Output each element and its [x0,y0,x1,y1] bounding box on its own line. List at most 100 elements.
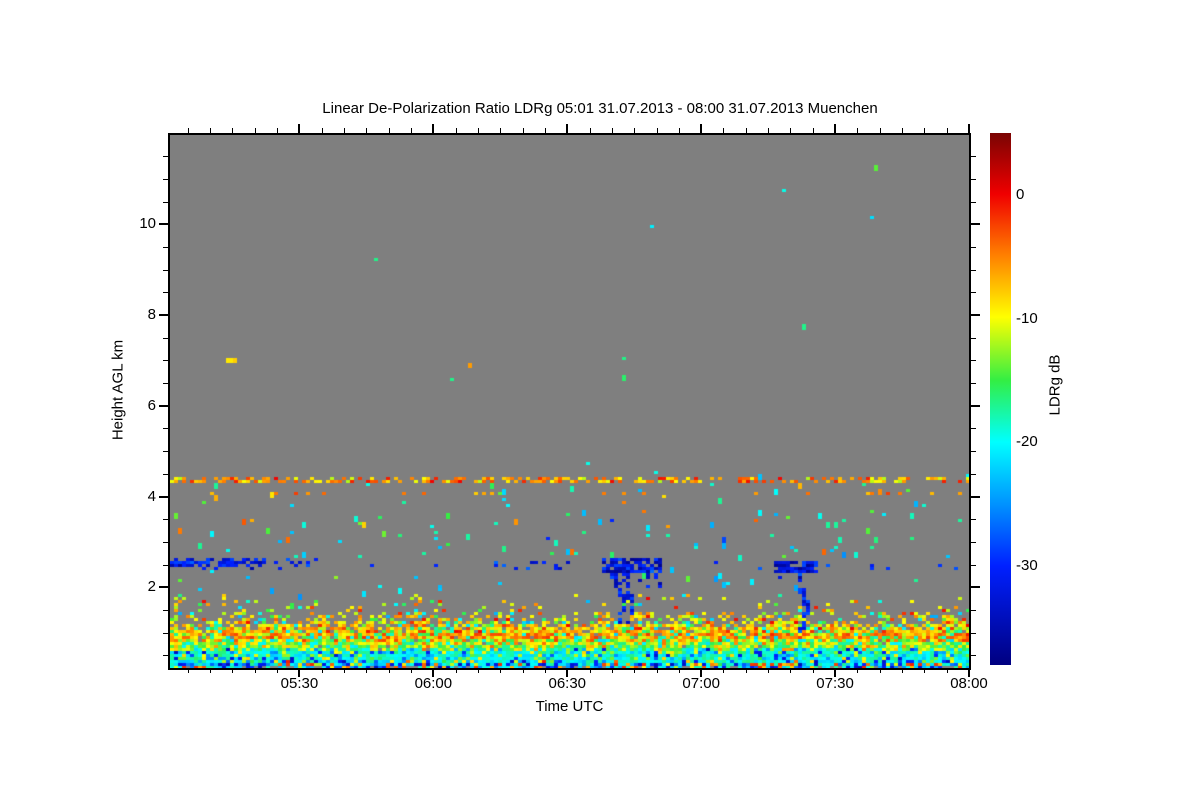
axis-tick [857,668,859,673]
x-tick-label: 07:30 [816,675,854,692]
axis-tick [634,128,636,133]
axis-tick [812,128,814,133]
axis-tick [971,495,980,498]
axis-tick [455,668,457,673]
axis-tick [946,668,948,673]
axis-tick [768,128,770,133]
y-tick-label: 8 [147,306,156,324]
axis-tick [971,473,976,475]
axis-tick [768,668,770,673]
axis-tick [477,668,479,673]
axis-tick [971,541,976,543]
axis-tick [163,609,168,611]
axis-tick [163,337,168,339]
axis-tick [971,292,976,294]
plot-frame [168,133,971,670]
axis-tick [812,668,814,673]
axis-tick [790,128,792,133]
axis-tick [163,428,168,430]
axis-tick [163,292,168,294]
axis-tick [656,128,658,133]
axis-tick [971,314,980,317]
axis-tick [971,609,976,611]
axis-tick [163,655,168,657]
axis-tick [968,668,970,677]
axis-tick [163,519,168,521]
axis-tick [163,269,168,271]
x-axis-label: Time UTC [535,698,604,715]
axis-tick [388,128,390,133]
axis-tick [723,668,725,673]
axis-tick [163,201,168,203]
x-tick-label: 05:30 [280,675,319,692]
axis-tick [163,541,168,543]
axis-tick [298,124,301,133]
colorbar-title: LDRg dB [1046,354,1064,416]
axis-tick [187,668,189,673]
axis-tick [163,383,168,385]
axis-tick [159,495,168,498]
axis-tick [971,269,976,271]
axis-tick [745,668,747,673]
axis-tick [366,128,368,133]
axis-tick [745,128,747,133]
colorbar-tick-label: 0 [1016,185,1025,203]
axis-tick [834,124,837,133]
axis-tick [163,473,168,475]
axis-tick [971,564,976,566]
axis-tick [321,128,323,133]
colorbar-tick-label: -20 [1016,433,1038,451]
axis-tick [187,128,189,133]
y-tick-label: 6 [147,396,156,414]
axis-tick [500,668,502,673]
axis-tick [298,668,301,677]
axis-tick [163,451,168,453]
axis-tick [700,124,703,133]
axis-tick [163,564,168,566]
axis-tick [277,128,279,133]
axis-tick [411,668,413,673]
axis-tick [163,360,168,362]
axis-tick [159,314,168,317]
axis-tick [589,668,591,673]
axis-tick [455,128,457,133]
axis-tick [544,128,546,133]
axis-tick [656,668,658,673]
axis-tick [971,337,976,339]
y-tick-label: 10 [139,215,156,233]
axis-tick [210,668,212,673]
axis-tick [678,128,680,133]
axis-tick [388,668,390,673]
axis-tick [344,128,346,133]
axis-tick [678,668,680,673]
x-tick-label: 06:30 [548,675,587,692]
axis-tick [500,128,502,133]
axis-tick [163,247,168,249]
colorbar [990,133,1011,665]
axis-tick [790,668,792,673]
colorbar-tick-label: -30 [1016,557,1038,575]
axis-tick [924,668,926,673]
axis-tick [321,668,323,673]
axis-tick [971,404,980,407]
axis-tick [477,128,479,133]
axis-tick [971,655,976,657]
axis-tick [432,668,435,677]
axis-tick [857,128,859,133]
colorbar-tick-label: -10 [1016,309,1038,327]
axis-tick [971,247,976,249]
colorbar-gradient [990,133,1011,665]
y-axis-label: Height AGL km [109,339,127,441]
axis-tick [522,128,524,133]
axis-tick [723,128,725,133]
axis-tick [902,668,904,673]
axis-tick [971,428,976,430]
axis-tick [589,128,591,133]
axis-tick [159,404,168,407]
axis-tick [566,124,569,133]
axis-tick [411,128,413,133]
axis-tick [277,668,279,673]
axis-tick [971,451,976,453]
axis-tick [879,128,881,133]
